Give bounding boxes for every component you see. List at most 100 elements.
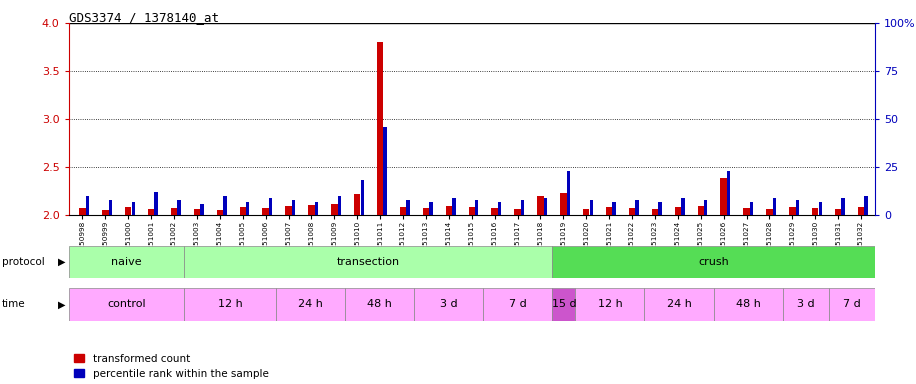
Bar	[201, 204, 203, 215]
Bar	[552, 288, 575, 321]
Bar	[193, 209, 200, 215]
Bar	[453, 198, 455, 215]
Text: 12 h: 12 h	[597, 299, 622, 310]
Bar	[514, 209, 520, 215]
Bar	[659, 202, 661, 215]
Bar	[422, 209, 429, 215]
Bar	[475, 200, 478, 215]
Bar	[606, 207, 612, 215]
Bar	[345, 288, 414, 321]
Text: 48 h: 48 h	[367, 299, 392, 310]
Bar	[796, 200, 799, 215]
Bar	[674, 207, 681, 215]
Bar	[155, 192, 158, 215]
Text: crush: crush	[698, 257, 729, 267]
Bar	[544, 198, 547, 215]
Bar	[361, 180, 364, 215]
Bar	[628, 209, 635, 215]
Bar	[414, 288, 484, 321]
Bar	[766, 209, 772, 215]
Bar	[269, 198, 272, 215]
Bar	[79, 209, 85, 215]
Bar	[445, 207, 452, 215]
Bar	[812, 209, 818, 215]
Bar	[714, 288, 782, 321]
Bar	[613, 202, 616, 215]
Bar	[276, 288, 345, 321]
Bar	[575, 288, 645, 321]
Text: 15 d: 15 d	[551, 299, 576, 310]
Bar	[407, 200, 409, 215]
Bar	[521, 200, 524, 215]
Text: ▶: ▶	[58, 299, 65, 310]
Text: protocol: protocol	[2, 257, 45, 267]
Bar	[682, 198, 684, 215]
Bar	[491, 209, 497, 215]
Text: GDS3374 / 1378140_at: GDS3374 / 1378140_at	[69, 12, 219, 25]
Bar	[331, 204, 337, 215]
Bar	[102, 210, 108, 215]
Bar	[773, 198, 776, 215]
Text: 7 d: 7 d	[843, 299, 861, 310]
Text: 7 d: 7 d	[509, 299, 527, 310]
Bar	[857, 207, 864, 215]
Bar	[262, 209, 268, 215]
Bar	[338, 196, 341, 215]
Text: 3 d: 3 d	[440, 299, 457, 310]
Bar	[819, 202, 822, 215]
Bar	[750, 202, 753, 215]
Text: time: time	[2, 299, 26, 310]
Bar	[651, 209, 658, 215]
Bar	[132, 202, 135, 215]
Bar	[184, 246, 552, 278]
Bar	[430, 202, 432, 215]
Bar	[224, 196, 226, 215]
Bar	[292, 200, 295, 215]
Bar	[216, 210, 223, 215]
Bar	[178, 200, 180, 215]
Bar	[704, 200, 707, 215]
Text: naive: naive	[111, 257, 142, 267]
Bar	[834, 209, 841, 215]
Bar	[583, 209, 589, 215]
Bar	[560, 193, 566, 215]
Bar	[552, 246, 875, 278]
Bar	[537, 196, 543, 215]
Bar	[69, 288, 184, 321]
Text: 12 h: 12 h	[217, 299, 243, 310]
Bar	[86, 196, 89, 215]
Bar	[376, 42, 383, 215]
Bar	[590, 200, 593, 215]
Text: 48 h: 48 h	[736, 299, 760, 310]
Text: 24 h: 24 h	[298, 299, 323, 310]
Bar	[170, 209, 177, 215]
Bar	[184, 288, 276, 321]
Bar	[636, 200, 638, 215]
Bar	[645, 288, 714, 321]
Bar	[567, 171, 570, 215]
Text: ▶: ▶	[58, 257, 65, 267]
Bar	[239, 207, 245, 215]
Bar	[498, 202, 501, 215]
Bar	[69, 246, 184, 278]
Bar	[468, 207, 474, 215]
Bar	[829, 288, 875, 321]
Bar	[354, 194, 360, 215]
Bar	[308, 205, 314, 215]
Bar	[727, 171, 730, 215]
Bar	[865, 196, 867, 215]
Bar	[315, 202, 318, 215]
Bar	[720, 177, 726, 215]
Bar	[285, 207, 291, 215]
Bar	[743, 209, 749, 215]
Bar	[246, 202, 249, 215]
Text: transection: transection	[336, 257, 399, 267]
Bar	[384, 127, 387, 215]
Bar	[842, 198, 845, 215]
Bar	[109, 200, 112, 215]
Bar	[484, 288, 552, 321]
Bar	[399, 207, 406, 215]
Bar	[782, 288, 829, 321]
Text: control: control	[107, 299, 146, 310]
Text: 3 d: 3 d	[797, 299, 814, 310]
